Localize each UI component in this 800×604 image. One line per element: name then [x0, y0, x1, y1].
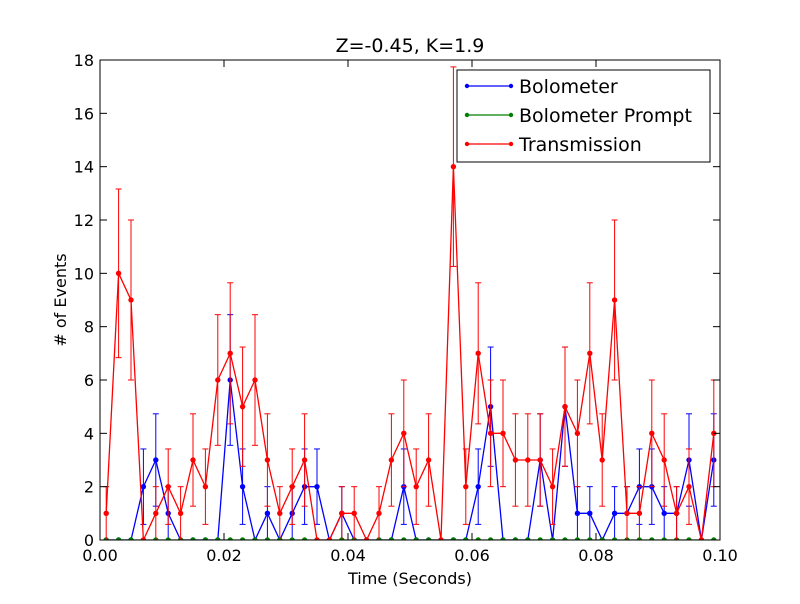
legend-box: [456, 69, 711, 163]
data-point: [475, 350, 481, 357]
data-point: [487, 430, 494, 437]
data-point: [624, 510, 630, 517]
x-tick-label: 0.02: [206, 546, 242, 565]
data-point: [525, 457, 531, 463]
y-tick-label: 4: [84, 424, 94, 443]
data-point: [661, 457, 667, 463]
data-point: [153, 510, 159, 517]
legend-label: Bolometer: [519, 76, 618, 98]
data-point: [686, 483, 692, 490]
y-tick-label: 10: [74, 264, 94, 283]
data-point: [252, 377, 258, 383]
y-axis-label: # of Events: [51, 253, 70, 346]
x-tick-label: 0.04: [330, 546, 366, 565]
y-tick-label: 12: [74, 211, 94, 230]
legend-marker: [508, 141, 514, 147]
legend-marker: [464, 141, 470, 147]
legend-marker: [464, 83, 470, 89]
data-point: [587, 350, 593, 357]
data-point: [376, 510, 382, 517]
data-point: [264, 510, 271, 517]
data-point: [463, 483, 469, 490]
data-point: [611, 297, 618, 303]
data-point: [500, 430, 506, 437]
data-point: [289, 483, 295, 490]
data-point: [611, 510, 618, 517]
y-tick-label: 8: [84, 318, 94, 337]
legend: Bolometer Bolometer Prompt Transmission: [456, 69, 711, 163]
y-tick-label: 6: [84, 371, 94, 390]
data-point: [177, 510, 184, 517]
data-point: [264, 457, 271, 463]
data-point: [215, 377, 221, 383]
y-tick-label: 18: [74, 51, 94, 70]
axes-frame: [99, 59, 721, 541]
y-tick-label: 0: [84, 531, 94, 550]
data-point: [512, 457, 519, 463]
data-point: [128, 297, 134, 303]
legend-entry: Bolometer: [464, 76, 618, 98]
legend-marker: [508, 112, 514, 118]
data-point: [202, 483, 209, 490]
data-point: [574, 510, 581, 517]
chart-title: Z=-0.45, K=1.9: [336, 35, 485, 57]
data-point: [599, 457, 605, 463]
legend-entry: Bolometer Prompt: [464, 105, 692, 127]
data-point: [153, 457, 159, 463]
data-point: [475, 483, 481, 490]
legend-marker: [508, 83, 514, 89]
data-point: [227, 350, 233, 357]
data-point: [301, 457, 308, 463]
series-line: [105, 166, 715, 540]
axes: 0.00 0.02 0.04 0.06 0.08 0.10 0 2 4 6 8 10 12 14 16 18: [74, 51, 738, 565]
legend-marker: [464, 112, 470, 118]
data-point: [239, 403, 246, 410]
series-transmission: [103, 66, 717, 540]
data-point: [587, 510, 593, 517]
data-point: [413, 483, 419, 490]
data-point: [239, 483, 246, 490]
data-point: [537, 457, 543, 463]
series-line: [106, 379, 715, 540]
data-point: [351, 510, 357, 517]
data-point: [190, 457, 196, 463]
data-point: [574, 430, 581, 437]
y-tick-label: 16: [74, 104, 94, 123]
data-point: [115, 270, 122, 277]
data-point: [165, 483, 171, 490]
legend-entry: Transmission: [464, 134, 642, 156]
data-point: [636, 510, 643, 517]
x-tick-label: 0.08: [578, 546, 614, 565]
data-point: [425, 457, 432, 463]
x-tick-label: 0.10: [702, 546, 738, 565]
data-point: [549, 483, 556, 490]
data-point: [339, 510, 345, 517]
legend-label: Bolometer Prompt: [519, 105, 692, 127]
x-axis-label: Time (Seconds): [347, 569, 472, 588]
data-point: [314, 483, 320, 490]
data-point: [277, 510, 283, 517]
data-point: [401, 430, 407, 437]
data-point: [388, 457, 395, 463]
data-point: [661, 510, 667, 517]
data-point: [562, 403, 568, 410]
data-point: [673, 510, 680, 517]
y-tick-label: 14: [74, 158, 94, 177]
x-tick-label: 0.00: [82, 546, 118, 565]
data-point: [140, 483, 147, 490]
series-group: [103, 66, 717, 540]
legend-label: Transmission: [518, 134, 642, 156]
data-point: [649, 430, 655, 437]
plot-area: [103, 66, 717, 540]
data-point: [450, 163, 457, 170]
data-point: [103, 510, 109, 517]
x-tick-label: 0.06: [454, 546, 490, 565]
y-tick-label: 2: [84, 478, 94, 497]
